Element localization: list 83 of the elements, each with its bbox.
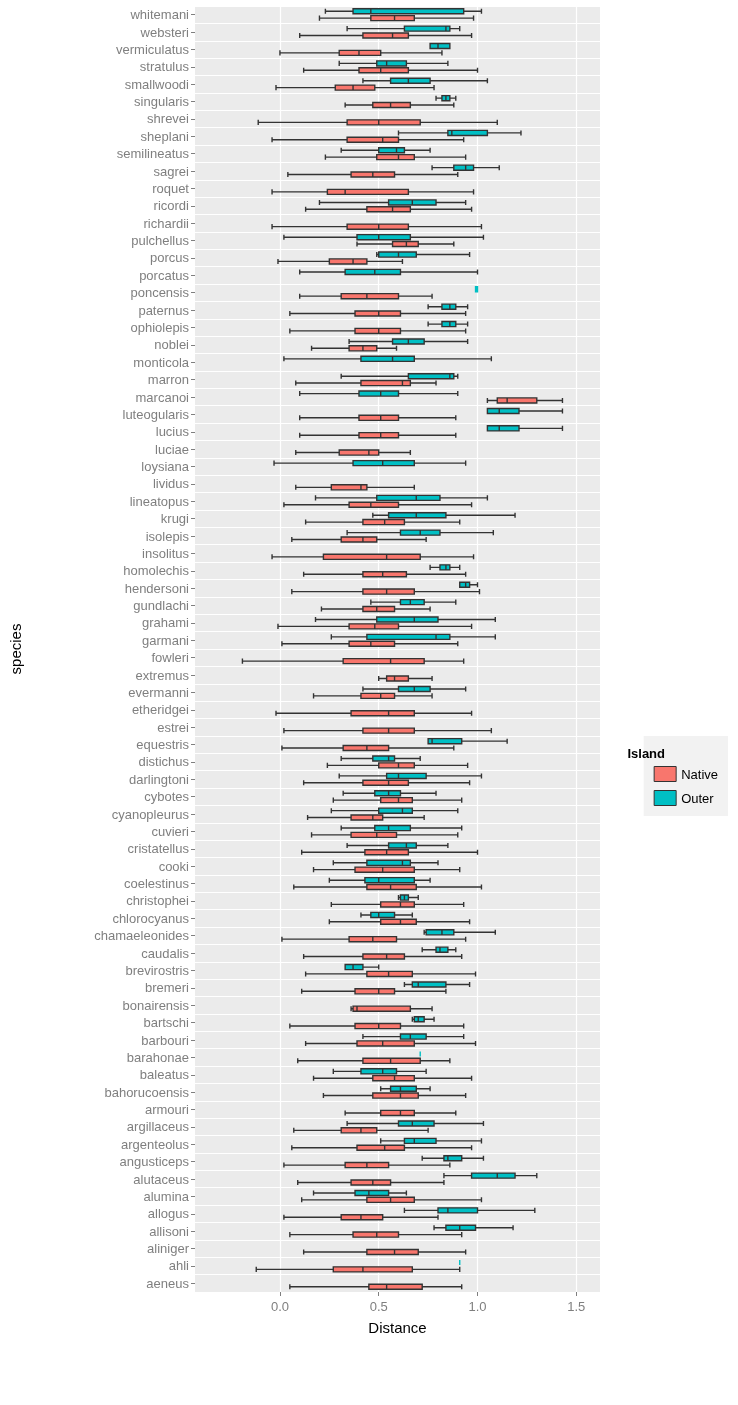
y-tick-label: chlorocyanus <box>112 910 190 926</box>
y-tick-label: alutaceus <box>133 1171 190 1187</box>
x-tick-label: 1.0 <box>468 1299 487 1314</box>
y-tick-label: garmani <box>142 632 190 648</box>
y-tick-label: paternus <box>138 302 190 318</box>
y-tick-label: cristatellus <box>127 841 190 857</box>
y-tick-label: distichus <box>138 754 190 770</box>
legend-label: Native <box>681 766 719 782</box>
x-axis-title: Distance <box>368 1319 427 1336</box>
y-tick-label: lividus <box>152 476 190 492</box>
y-tick-label: cyanopleurus <box>111 806 190 822</box>
y-tick-label: evermanni <box>128 684 190 700</box>
y-tick-label: websteri <box>139 24 190 40</box>
y-tick-label: pulchellus <box>131 233 190 249</box>
y-tick-label: smallwoodi <box>124 76 190 92</box>
y-tick-label: lineatopus <box>129 493 190 509</box>
y-tick-label: sheplani <box>140 128 190 144</box>
y-tick-label: extremus <box>135 667 190 683</box>
y-tick-label: ahli <box>168 1258 190 1274</box>
x-tick-label: 0.5 <box>369 1299 388 1314</box>
y-tick-label: singularis <box>134 94 190 110</box>
legend-label: Outer <box>681 790 715 806</box>
y-tick-label: ricordi <box>153 198 190 214</box>
y-tick-label: etheridgei <box>131 702 190 718</box>
y-tick-label: marcanoi <box>135 389 190 405</box>
y-tick-label: semilineatus <box>116 146 190 162</box>
x-tick-label: 0.0 <box>270 1299 289 1314</box>
y-tick-label: whitemani <box>129 7 190 23</box>
y-tick-label: gundlachi <box>133 598 190 614</box>
y-tick-label: porcus <box>149 250 190 266</box>
y-tick-label: alumina <box>143 1188 190 1204</box>
y-tick-label: hendersoni <box>124 580 190 596</box>
y-tick-label: luciae <box>155 441 189 457</box>
y-tick-label: cybotes <box>144 789 190 805</box>
y-tick-label: christophei <box>126 893 190 909</box>
y-tick-label: bahorucoensis <box>104 1084 190 1100</box>
legend-title: Island <box>627 746 666 761</box>
y-tick-label: caudalis <box>141 945 190 961</box>
y-tick-label: cuvieri <box>151 823 190 839</box>
y-tick-label: poncensis <box>130 285 190 301</box>
y-tick-label: argillaceus <box>126 1119 190 1135</box>
y-tick-label: grahami <box>142 615 190 631</box>
y-tick-label: bonairensis <box>122 997 190 1013</box>
y-tick-label: aeneus <box>146 1275 190 1291</box>
y-tick-label: bartschi <box>143 1015 190 1031</box>
y-tick-label: armouri <box>144 1102 190 1118</box>
y-tick-label: chamaeleonides <box>94 928 190 944</box>
y-tick-label: richardii <box>143 215 190 231</box>
y-tick-label: homolechis <box>123 563 190 579</box>
y-tick-label: bremeri <box>144 980 190 996</box>
y-tick-label: equestris <box>136 737 190 753</box>
x-tick-label: 1.5 <box>567 1299 586 1314</box>
y-axis-title: species <box>7 623 24 675</box>
y-tick-label: roquet <box>152 180 190 196</box>
y-tick-label: porcatus <box>139 267 190 283</box>
y-tick-label: loysiana <box>141 459 190 475</box>
y-tick-label: aliniger <box>147 1241 190 1257</box>
y-tick-label: barbouri <box>141 1032 190 1048</box>
y-tick-label: lucius <box>155 424 190 440</box>
y-tick-label: ophiolepis <box>130 320 190 335</box>
y-tick-label: coelestinus <box>123 876 190 892</box>
y-tick-label: allogus <box>147 1206 190 1222</box>
y-tick-label: isolepis <box>145 528 190 544</box>
y-tick-label: shrevei <box>147 111 190 127</box>
y-tick-label: noblei <box>154 337 190 353</box>
y-tick-label: fowleri <box>151 650 190 666</box>
y-tick-label: sagrei <box>153 163 190 179</box>
y-tick-label: marron <box>147 372 189 388</box>
y-tick-label: vermiculatus <box>116 41 190 57</box>
y-tick-label: brevirostris <box>125 963 190 978</box>
y-tick-label: luteogularis <box>122 406 190 422</box>
y-tick-label: estrei <box>157 719 190 735</box>
y-tick-label: monticola <box>133 354 190 370</box>
y-tick-label: stratulus <box>139 59 190 75</box>
y-tick-label: krugi <box>160 511 190 527</box>
y-tick-label: cooki <box>158 858 190 874</box>
y-tick-label: argenteolus <box>121 1136 190 1152</box>
y-tick-label: insolitus <box>142 545 190 561</box>
y-tick-label: angusticeps <box>119 1154 190 1170</box>
y-tick-label: darlingtoni <box>129 771 190 787</box>
y-tick-label: barahonae <box>126 1049 189 1065</box>
y-tick-label: baleatus <box>139 1067 190 1083</box>
y-tick-label: allisoni <box>149 1223 190 1239</box>
